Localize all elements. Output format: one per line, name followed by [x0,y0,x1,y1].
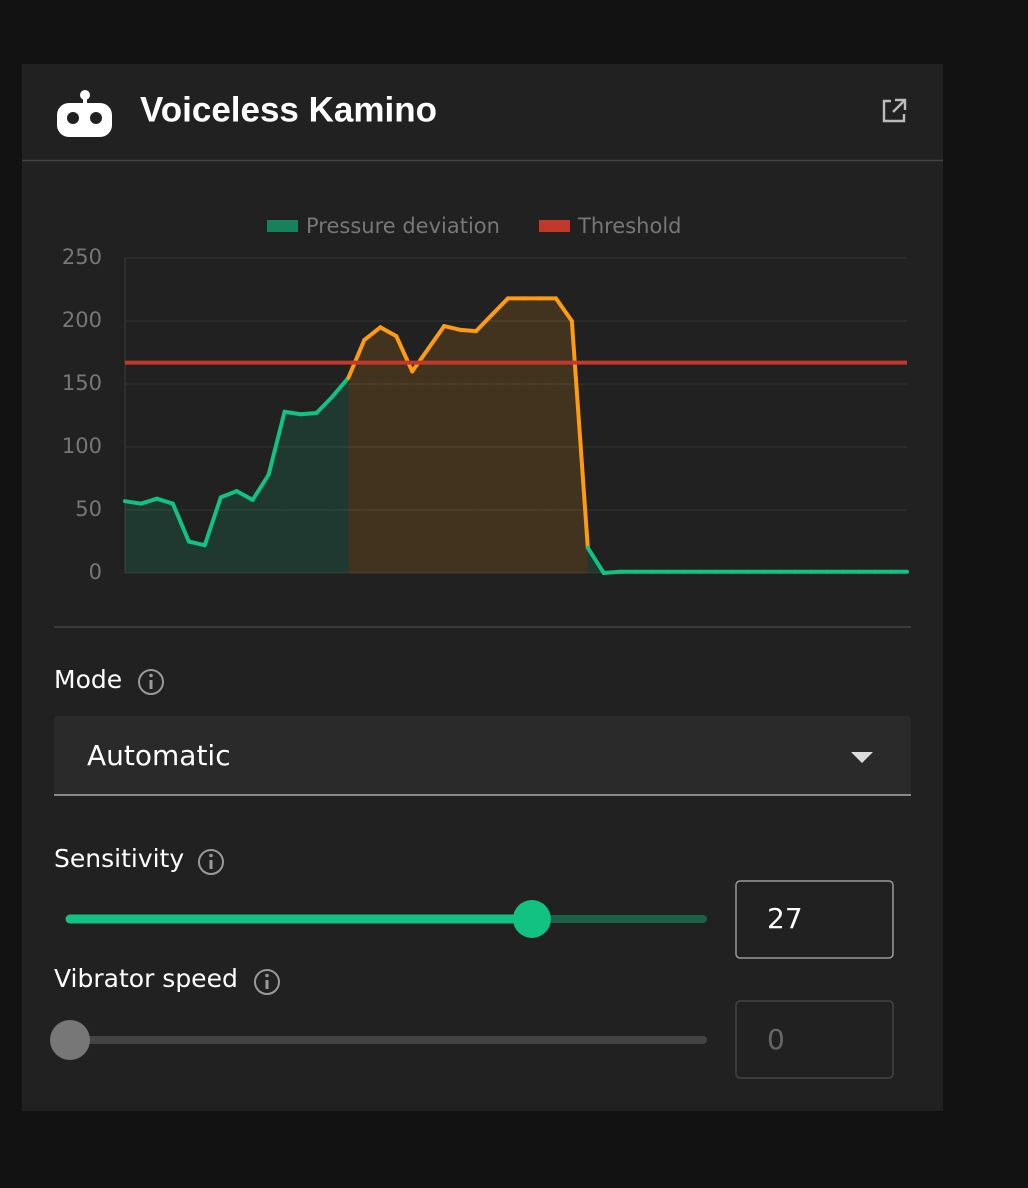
area-fill [380,327,397,573]
mode-value: Automatic [87,739,231,772]
line-segment [282,409,303,417]
line-segment [154,496,175,506]
y-tick-label: 200 [62,308,102,332]
vibrator-speed-label: Vibrator speed [54,964,238,993]
robot-icon [57,90,112,137]
legend-label: Threshold [577,214,682,238]
y-tick-label: 150 [62,371,102,395]
area-fill [444,326,461,573]
line-segment [138,496,159,506]
area-fill [364,327,381,573]
line-segment [170,501,191,544]
line-segment [585,545,606,575]
sensitivity-slider[interactable] [65,900,707,938]
line-segment [442,324,463,332]
area-fill [396,336,413,573]
area-fill [412,348,429,573]
area-fill [284,411,301,573]
line-segment [474,312,495,334]
line-segment [202,495,223,548]
line-segment [569,319,590,550]
info-icon[interactable] [198,849,224,875]
area-fill [236,491,253,573]
open-external-button[interactable] [882,98,907,123]
y-tick-label: 0 [89,560,102,584]
area-fill [332,377,349,573]
area-fill [492,298,509,573]
area-fill [523,298,540,573]
area-fill [204,497,221,573]
line-segment [234,489,255,502]
area-fill [220,491,237,573]
line-segment [266,409,287,477]
mode-select[interactable]: Automatic [54,716,911,796]
card [22,64,943,1111]
area-fill [460,329,477,573]
line-segment [314,394,335,415]
card-title: Voiceless Kamino [140,90,437,129]
area-fill [252,474,269,573]
line-segment [458,327,479,334]
area-fill [428,326,445,573]
line-segment [346,337,367,380]
area-fill [300,412,317,573]
vibrator-speed-slider[interactable] [50,1020,707,1060]
area-fill [539,298,556,573]
slider-thumb [512,900,551,938]
y-tick-label: 250 [62,245,102,269]
area-fill [140,498,157,573]
line-segment [426,324,447,351]
line-segment [553,296,574,323]
vibrator-speed-input[interactable] [735,1000,894,1079]
area-fill [348,339,365,573]
area-fill [125,501,141,573]
area-fill [508,298,524,573]
mode-label: Mode [54,665,122,694]
line-segment [250,472,271,502]
line-segment [218,489,239,500]
sensitivity-label: Sensitivity [54,844,184,873]
area-fill [268,411,285,573]
sensitivity-input-value: 27 [767,902,803,935]
line-segment [410,346,431,374]
y-tick-label: 50 [75,497,102,521]
area-fill [172,503,189,573]
vibrator-speed-input-value: 0 [767,1023,785,1056]
line-segment [490,296,511,317]
info-icon[interactable] [254,969,280,995]
legend-swatch [267,220,298,232]
line-segment [601,569,622,575]
line-segment [362,325,383,342]
area-fill [316,396,333,573]
legend-swatch [539,220,570,232]
chart: 0 50 100 150 200 250 Pressure deviation Thresho… [62,214,909,584]
area-fill [555,298,572,573]
line-segment [123,499,143,506]
sensitivity-input[interactable] [735,880,894,959]
line-segment [186,539,207,548]
line-segment [298,410,319,417]
legend-label: Pressure deviation [306,214,500,238]
y-tick-label: 100 [62,434,102,458]
slider-thumb [50,1020,90,1060]
area-fill [188,541,205,573]
area-fill [156,498,173,573]
line-segment [378,325,399,339]
area-fill [476,314,493,573]
info-icon[interactable] [138,669,164,695]
line-segment [330,375,351,399]
line-segment [394,334,415,374]
